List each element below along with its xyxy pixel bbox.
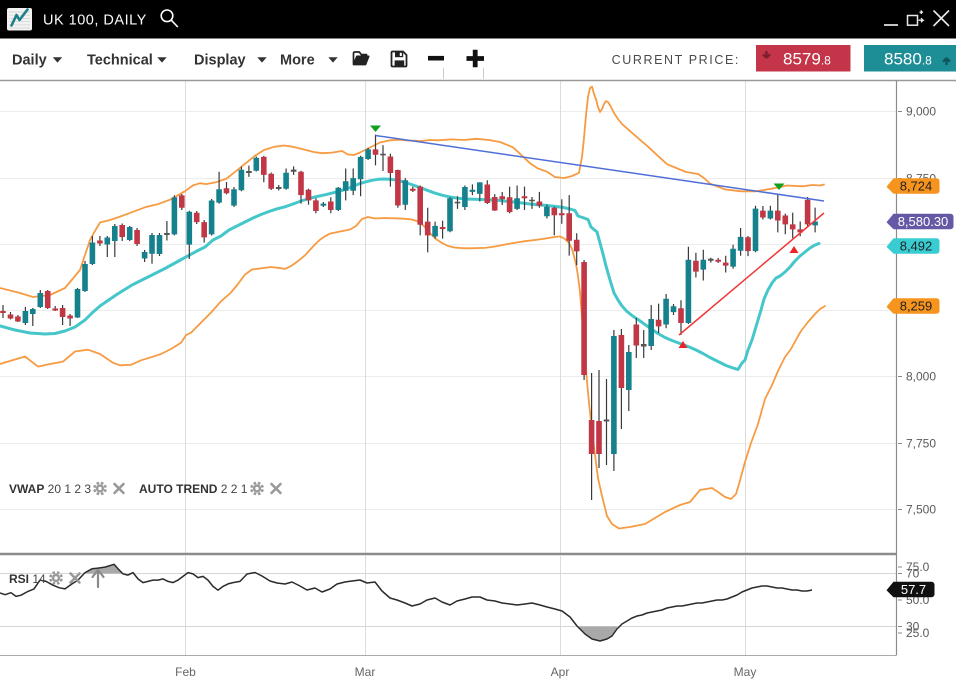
svg-text:Feb: Feb xyxy=(175,665,196,679)
svg-text:RSI 14: RSI 14 xyxy=(9,572,46,586)
svg-text:UK 100, DAILY: UK 100, DAILY xyxy=(43,13,147,29)
svg-text:More: More xyxy=(280,53,315,69)
svg-text:8580.8: 8580.8 xyxy=(884,50,932,69)
svg-text:8,259: 8,259 xyxy=(900,299,933,314)
svg-text:Apr: Apr xyxy=(551,665,570,679)
svg-text:Mar: Mar xyxy=(355,665,376,679)
svg-text:7,750: 7,750 xyxy=(906,437,936,451)
svg-text:VWAP 20 1 2 3: VWAP 20 1 2 3 xyxy=(9,482,91,496)
svg-text:25.0: 25.0 xyxy=(906,626,930,640)
svg-text:57.7: 57.7 xyxy=(901,582,926,597)
svg-text:8579.8: 8579.8 xyxy=(783,50,831,69)
svg-text:8,724: 8,724 xyxy=(900,179,933,194)
svg-text:8,492: 8,492 xyxy=(900,239,933,254)
svg-text:8,000: 8,000 xyxy=(906,370,936,384)
svg-text:Display: Display xyxy=(194,53,246,69)
svg-text:9,000: 9,000 xyxy=(906,105,936,119)
svg-text:75.0: 75.0 xyxy=(906,560,930,574)
svg-text:70: 70 xyxy=(906,567,920,581)
svg-text:7,500: 7,500 xyxy=(906,503,936,517)
svg-text:AUTO TREND 2 2 1: AUTO TREND 2 2 1 xyxy=(139,482,248,496)
svg-text:Daily: Daily xyxy=(12,53,47,69)
svg-text:8,580.30: 8,580.30 xyxy=(898,214,949,229)
svg-text:30: 30 xyxy=(906,620,920,634)
svg-text:CURRENT PRICE:: CURRENT PRICE: xyxy=(612,53,740,67)
svg-text:May: May xyxy=(734,665,757,679)
svg-text:Technical: Technical xyxy=(87,53,153,69)
